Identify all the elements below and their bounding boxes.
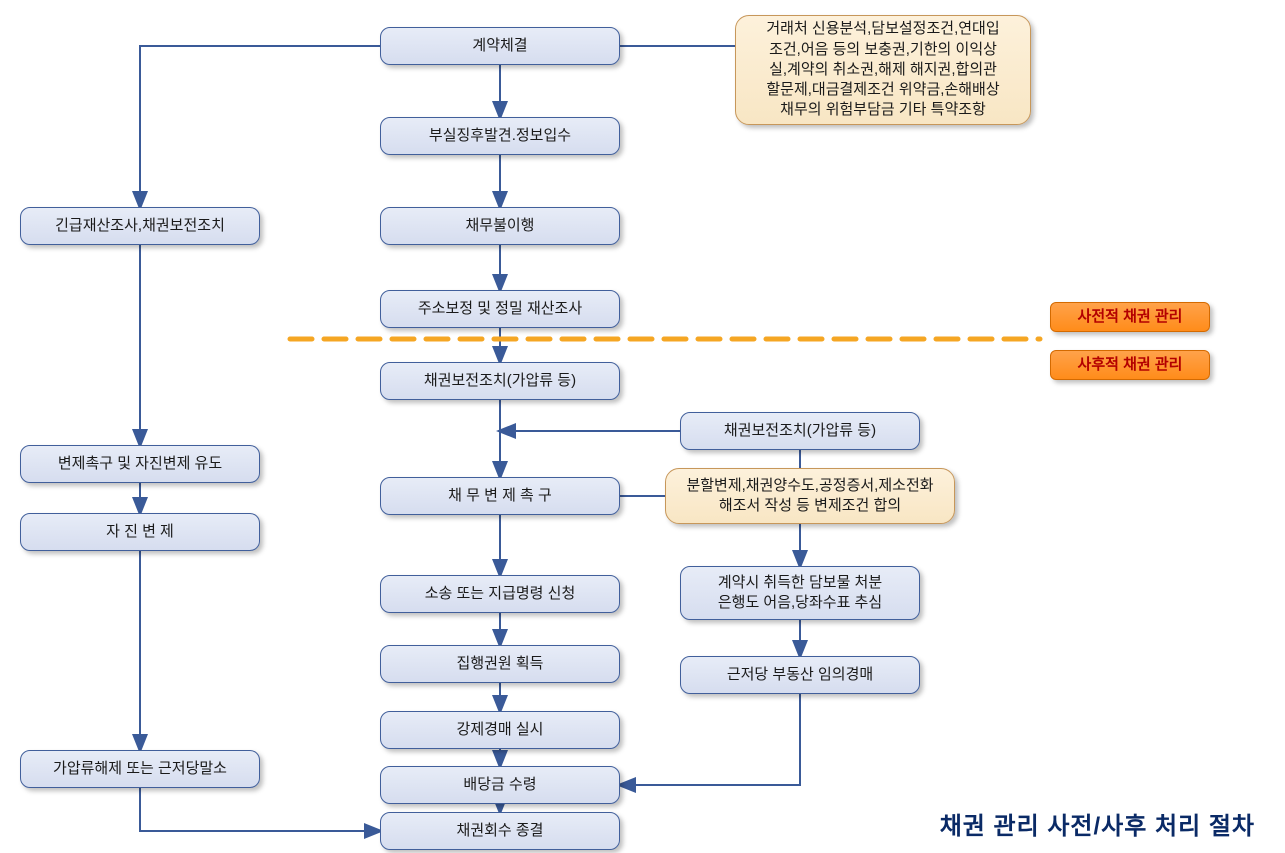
node-execution-title: 집행권원 획득 bbox=[380, 645, 620, 683]
node-sign-detection: 부실징후발견.정보입수 bbox=[380, 117, 620, 155]
node-label: 채 무 변 제 촉 구 bbox=[448, 486, 552, 506]
node-preservation-side: 채권보전조치(가압류 등) bbox=[680, 412, 920, 450]
node-label: 자 진 변 제 bbox=[106, 522, 174, 542]
node-label: 거래처 신용분석,담보설정조건,연대입 조건,어음 등의 보충권,기한의 이익상… bbox=[766, 19, 999, 120]
node-label: 집행권원 획득 bbox=[457, 654, 544, 674]
node-label: 주소보정 및 정밀 재산조사 bbox=[418, 299, 582, 319]
node-label: 채권회수 종결 bbox=[457, 821, 544, 841]
note-contract-details: 거래처 신용분석,담보설정조건,연대입 조건,어음 등의 보충권,기한의 이익상… bbox=[735, 15, 1031, 125]
note-repayment-terms: 분할변제,채권양수도,공정증서,제소전화 해조서 작성 등 변제조건 합의 bbox=[665, 468, 955, 524]
node-release-lien: 가압류해제 또는 근저당말소 bbox=[20, 750, 260, 788]
node-label: 강제경매 실시 bbox=[457, 720, 544, 740]
node-voluntary-repay: 자 진 변 제 bbox=[20, 513, 260, 551]
node-label: 긴급재산조사,채권보전조치 bbox=[55, 216, 225, 236]
node-label: 근저당 부동산 임의경매 bbox=[727, 665, 873, 685]
node-debt-demand: 채 무 변 제 촉 구 bbox=[380, 477, 620, 515]
node-label: 채권보전조치(가압류 등) bbox=[424, 371, 576, 391]
node-label: 채무불이행 bbox=[465, 216, 534, 236]
node-preservation: 채권보전조치(가압류 등) bbox=[380, 362, 620, 400]
node-default: 채무불이행 bbox=[380, 207, 620, 245]
connectors-layer bbox=[0, 0, 1285, 853]
node-lawsuit: 소송 또는 지급명령 신청 bbox=[380, 575, 620, 613]
flowchart-canvas: 계약체결 거래처 신용분석,담보설정조건,연대입 조건,어음 등의 보충권,기한… bbox=[0, 0, 1285, 853]
node-collateral-disposal: 계약시 취득한 담보물 처분 은행도 어음,당좌수표 추심 bbox=[680, 566, 920, 620]
label-post-management: 사후적 채권 관리 bbox=[1050, 350, 1210, 380]
node-address-investigation: 주소보정 및 정밀 재산조사 bbox=[380, 290, 620, 328]
node-label: 사전적 채권 관리 bbox=[1078, 307, 1183, 327]
label-pre-management: 사전적 채권 관리 bbox=[1050, 302, 1210, 332]
node-label: 채권보전조치(가압류 등) bbox=[724, 421, 876, 441]
node-demand-left: 변제촉구 및 자진변제 유도 bbox=[20, 445, 260, 483]
node-dividend: 배당금 수령 bbox=[380, 766, 620, 804]
node-label: 배당금 수령 bbox=[463, 775, 536, 795]
node-label: 분할변제,채권양수도,공정증서,제소전화 해조서 작성 등 변제조건 합의 bbox=[686, 476, 933, 517]
diagram-title: 채권 관리 사전/사후 처리 절차 bbox=[940, 806, 1255, 841]
node-label: 계약체결 bbox=[472, 36, 527, 56]
node-urgent-asset: 긴급재산조사,채권보전조치 bbox=[20, 207, 260, 245]
node-label: 변제촉구 및 자진변제 유도 bbox=[58, 454, 222, 474]
node-label: 부실징후발견.정보입수 bbox=[429, 126, 571, 146]
node-label: 소송 또는 지급명령 신청 bbox=[425, 584, 576, 604]
node-forced-auction: 강제경매 실시 bbox=[380, 711, 620, 749]
node-contract: 계약체결 bbox=[380, 27, 620, 65]
node-label: 계약시 취득한 담보물 처분 은행도 어음,당좌수표 추심 bbox=[718, 573, 882, 614]
node-label: 가압류해제 또는 근저당말소 bbox=[53, 759, 227, 779]
node-mortgage-auction: 근저당 부동산 임의경매 bbox=[680, 656, 920, 694]
node-label: 사후적 채권 관리 bbox=[1078, 355, 1183, 375]
node-close: 채권회수 종결 bbox=[380, 812, 620, 850]
